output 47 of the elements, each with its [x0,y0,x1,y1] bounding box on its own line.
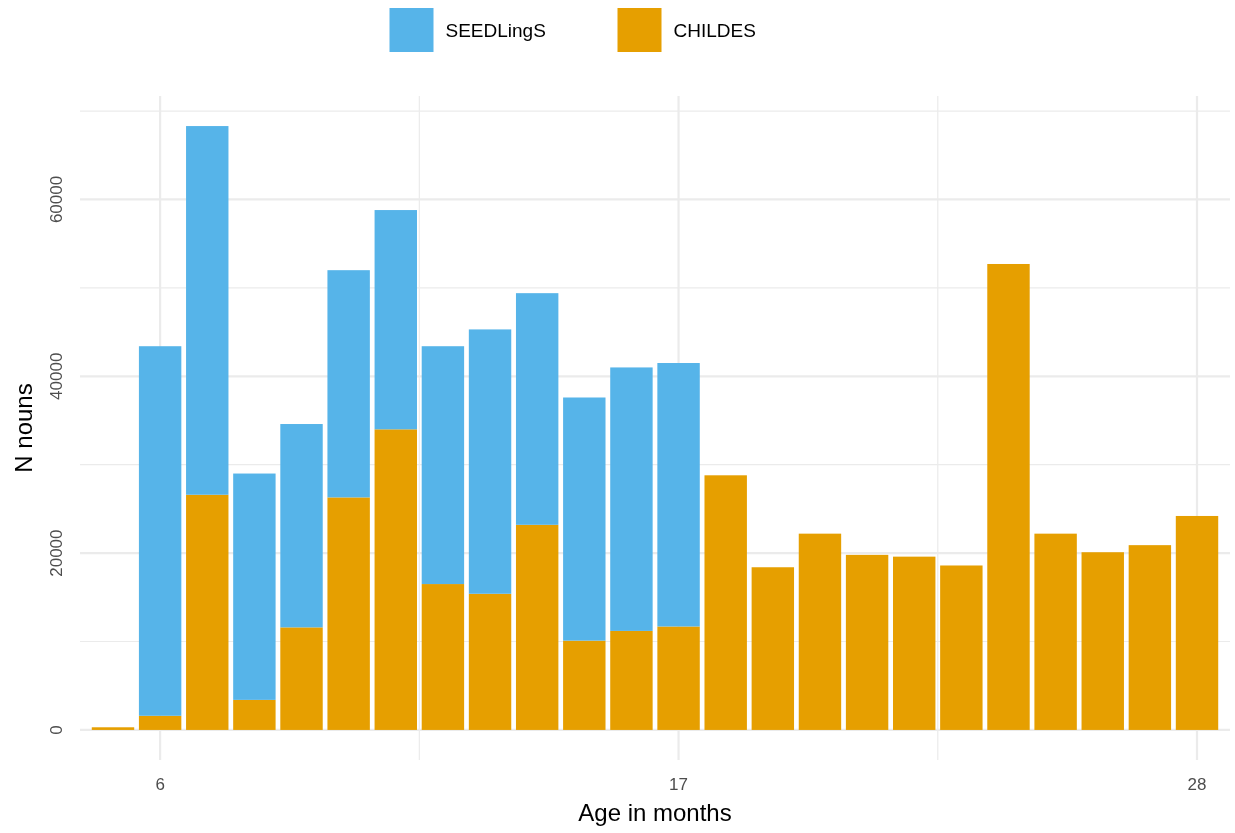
bar [798,533,842,730]
x-tick-label: 17 [669,775,689,794]
y-tick-label: 20000 [47,529,66,577]
bar [610,630,653,730]
y-tick-label: 0 [47,725,66,735]
bar [421,346,465,585]
bar [374,210,417,430]
x-axis-title: Age in months [578,799,732,826]
bar [657,626,700,730]
bar [138,346,182,716]
bar [1081,552,1124,730]
bar [563,640,606,730]
bar [657,363,700,627]
y-tick-label: 60000 [47,175,66,224]
x-tick-label: 6 [155,775,165,794]
bar [91,727,135,730]
bar [233,473,276,700]
y-tick-label: 40000 [47,352,66,400]
bar [845,554,889,730]
bar [280,424,323,628]
bar [374,429,417,730]
bar [468,593,512,730]
y-axis-title: N nouns [10,383,37,473]
bar [186,494,229,730]
bar [1175,515,1219,730]
bar [327,270,370,498]
bar [233,699,276,730]
bar [186,126,229,495]
bar [1128,545,1172,730]
bar [704,475,747,730]
legend-label: SEEDLingS [445,20,546,41]
bar [940,565,983,730]
x-tick-label: 28 [1187,775,1207,794]
bar [327,497,370,730]
bar [1034,533,1077,730]
bar [138,715,182,730]
bar [280,627,323,730]
bar [563,397,606,641]
bar [468,329,512,594]
bar [751,567,795,730]
bar [515,293,559,525]
legend-label: CHILDES [673,20,756,41]
bar [893,556,936,730]
bar [987,263,1030,730]
bar [421,584,465,730]
bar [515,524,559,730]
bar [610,367,653,631]
